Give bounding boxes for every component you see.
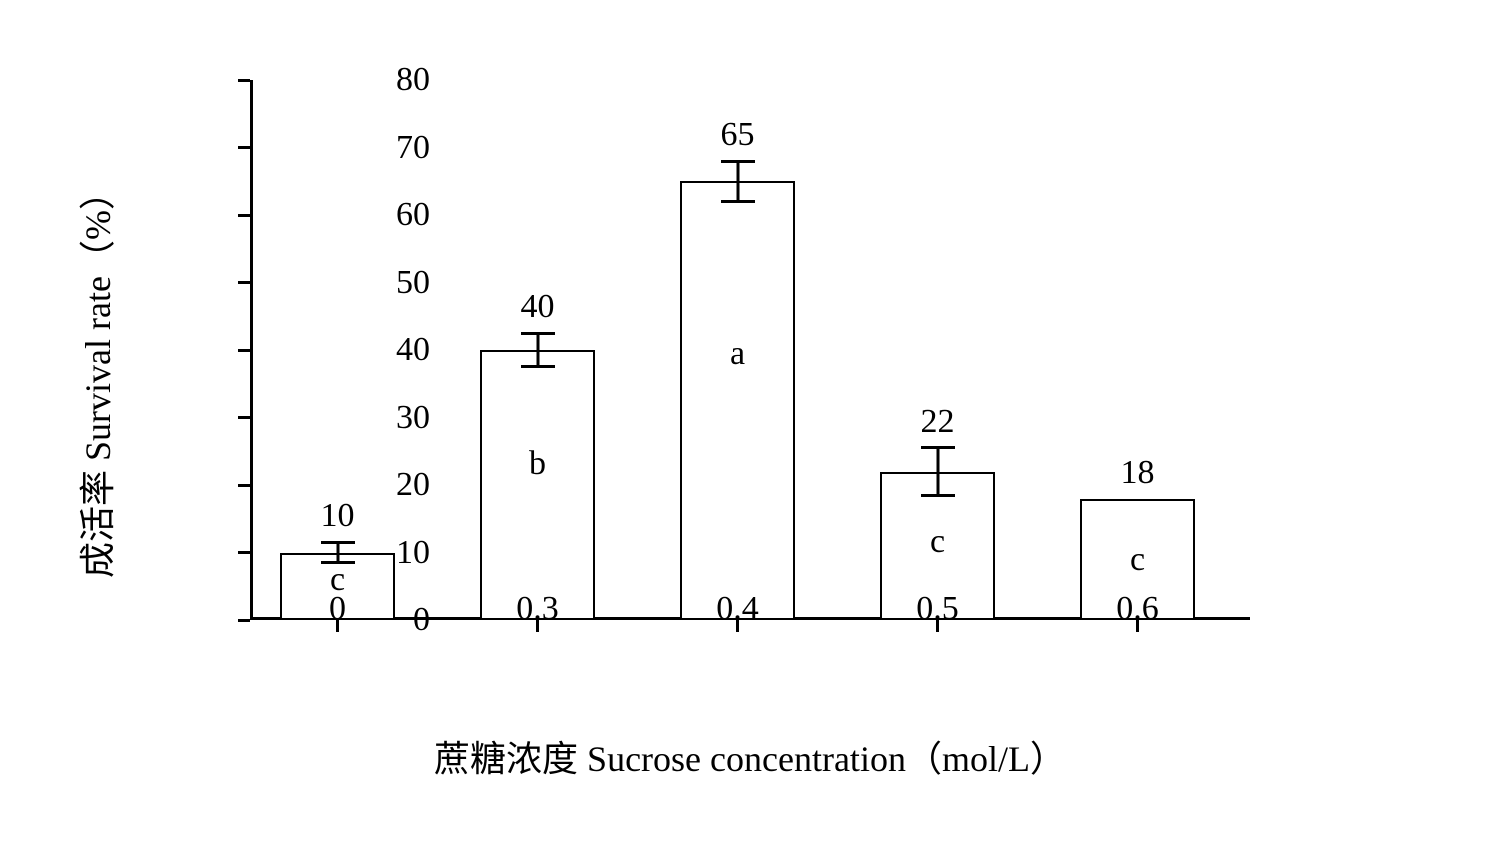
bar-value-label: 18 — [1121, 454, 1155, 492]
x-tick-label: 0.4 — [716, 590, 759, 628]
y-tick — [238, 79, 250, 82]
y-axis-line — [250, 80, 253, 620]
y-tick-label: 40 — [370, 331, 430, 369]
error-bar — [536, 333, 539, 367]
y-tick — [238, 214, 250, 217]
bar — [480, 350, 595, 620]
x-tick-label: 0.5 — [916, 590, 959, 628]
bar-value-label: 22 — [921, 403, 955, 441]
y-tick — [238, 619, 250, 622]
y-tick-label: 80 — [370, 61, 430, 99]
bar-group-label: b — [529, 445, 546, 483]
y-tick — [238, 146, 250, 149]
y-axis-label: 成活率 Survival rate（%） — [69, 174, 121, 578]
x-axis-label: 蔗糖浓度 Sucrose concentration（mol/L） — [434, 730, 1066, 782]
error-bar-cap — [921, 446, 955, 449]
bar-group-label: c — [930, 523, 945, 561]
y-tick-label: 70 — [370, 129, 430, 167]
y-tick-label: 60 — [370, 196, 430, 234]
error-bar — [736, 161, 739, 202]
error-bar-cap — [721, 200, 755, 203]
error-bar-cap — [321, 541, 355, 544]
bar-group-label: a — [730, 335, 745, 373]
error-bar-cap — [521, 332, 555, 335]
x-tick-label: 0 — [329, 590, 346, 628]
y-tick-label: 50 — [370, 264, 430, 302]
y-tick-label: 20 — [370, 466, 430, 504]
y-tick-label: 10 — [370, 534, 430, 572]
y-tick — [238, 349, 250, 352]
y-tick — [238, 416, 250, 419]
error-bar-cap — [921, 494, 955, 497]
y-tick — [238, 484, 250, 487]
y-tick-label: 0 — [370, 601, 430, 639]
bar-value-label: 40 — [521, 288, 555, 326]
y-tick-label: 30 — [370, 399, 430, 437]
bar-value-label: 10 — [321, 497, 355, 535]
bar-value-label: 65 — [721, 116, 755, 154]
error-bar-cap — [721, 160, 755, 163]
x-tick-label: 0.6 — [1116, 590, 1159, 628]
error-bar — [936, 448, 939, 495]
bar-group-label: c — [1130, 541, 1145, 579]
chart-container: 10c40b65a22c18c 01020304050607080 00.30.… — [50, 30, 1450, 830]
y-tick — [238, 551, 250, 554]
y-tick — [238, 281, 250, 284]
x-tick-label: 0.3 — [516, 590, 559, 628]
bar — [680, 181, 795, 620]
error-bar-cap — [521, 365, 555, 368]
